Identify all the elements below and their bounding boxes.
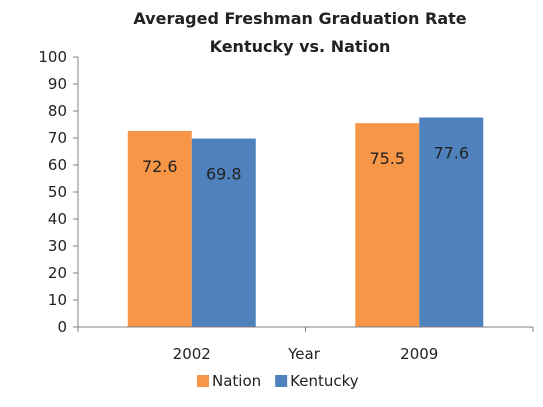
legend-label-kentucky: Kentucky: [290, 372, 359, 390]
data-label: 75.5: [369, 149, 405, 168]
x-tick-label: 2009: [400, 345, 438, 363]
bars-group: 72.6 69.8 75.5 77.6: [127, 117, 484, 328]
bar-nation-2009: [355, 123, 420, 328]
y-tick-label: 10: [48, 291, 67, 309]
data-label: 69.8: [206, 165, 242, 184]
bar-kentucky-2002: [191, 138, 256, 327]
y-tick-label: 80: [48, 102, 67, 120]
x-axis: 2002 2009: [77, 326, 534, 363]
bar-kentucky-2009: [419, 117, 484, 327]
y-tick-label: 70: [48, 129, 67, 147]
legend-swatch-nation: [197, 375, 209, 387]
y-tick-label: 30: [48, 237, 67, 255]
legend-swatch-kentucky: [275, 375, 288, 387]
x-tick-label: 2002: [173, 345, 211, 363]
y-tick-label: 90: [48, 75, 67, 93]
bar-nation-2002: [127, 130, 192, 327]
y-tick-label: 100: [38, 48, 67, 66]
data-label: 72.6: [142, 157, 178, 176]
y-axis: 0 10 20 30 40 50 60 70 80 90 100: [38, 48, 79, 336]
y-tick-label: 50: [48, 183, 67, 201]
chart-title: Averaged Freshman Graduation Rate: [133, 9, 466, 28]
y-tick-label: 0: [57, 318, 67, 336]
y-tick-label: 20: [48, 264, 67, 282]
x-axis-label: Year: [287, 345, 321, 363]
legend-label-nation: Nation: [212, 372, 261, 390]
data-label: 77.6: [433, 143, 469, 162]
y-tick-label: 60: [48, 156, 67, 174]
chart-subtitle: Kentucky vs. Nation: [210, 37, 391, 56]
legend: Nation Kentucky: [197, 372, 359, 390]
y-tick-label: 40: [48, 210, 67, 228]
